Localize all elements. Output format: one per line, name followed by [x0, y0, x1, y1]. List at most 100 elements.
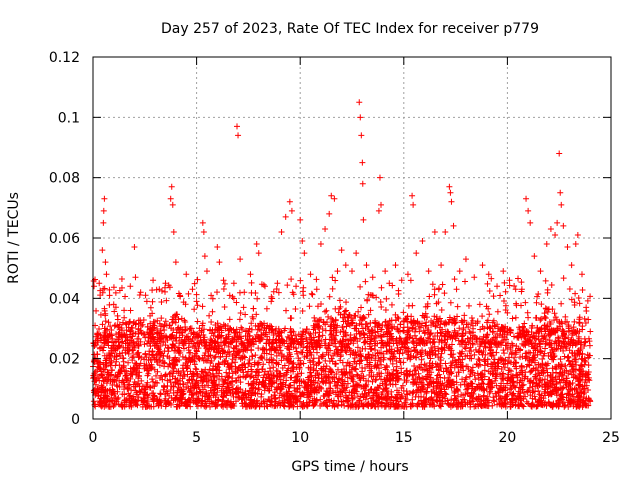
data-point [291, 337, 298, 344]
data-point [118, 284, 125, 291]
data-point [464, 383, 471, 390]
data-point [462, 399, 469, 406]
data-point [326, 293, 333, 300]
data-point [555, 397, 562, 404]
data-point [237, 309, 244, 316]
data-point [488, 353, 495, 360]
data-point [255, 250, 262, 257]
data-point [400, 309, 407, 316]
data-point [585, 387, 592, 394]
data-point [428, 380, 435, 387]
data-point [157, 390, 164, 397]
data-point [397, 346, 404, 353]
data-point [362, 345, 369, 352]
data-point [318, 371, 325, 378]
data-point [520, 381, 527, 388]
data-point [422, 322, 429, 329]
data-point [122, 397, 129, 404]
data-point [258, 335, 265, 342]
data-point [283, 389, 290, 396]
data-point [372, 377, 379, 384]
data-point [110, 301, 117, 308]
data-point [421, 314, 428, 321]
data-point [435, 388, 442, 395]
data-point [368, 373, 375, 380]
data-point [582, 371, 589, 378]
data-point [553, 340, 560, 347]
y-tick-label: 0 [71, 412, 80, 428]
y-tick-label: 0.02 [49, 352, 80, 368]
data-point [101, 352, 108, 359]
data-point [136, 369, 143, 376]
data-point [306, 398, 313, 405]
data-point [287, 401, 294, 408]
data-point [308, 290, 315, 297]
data-point [297, 340, 304, 347]
data-point [451, 392, 458, 399]
data-point [107, 352, 114, 359]
data-point [428, 317, 435, 324]
data-point [469, 340, 476, 347]
data-point [368, 292, 375, 299]
data-point [195, 333, 202, 340]
data-point [567, 400, 574, 407]
data-point [466, 373, 473, 380]
data-point [177, 349, 184, 356]
data-point [467, 334, 474, 341]
data-point [497, 327, 504, 334]
data-point [345, 340, 352, 347]
data-point [427, 374, 434, 381]
data-point [335, 346, 342, 353]
data-point [498, 386, 505, 393]
data-point [210, 346, 217, 353]
data-point [247, 387, 254, 394]
data-point [429, 339, 436, 346]
data-point [569, 327, 576, 334]
data-point [476, 301, 483, 308]
data-point [106, 371, 113, 378]
data-point [565, 353, 572, 360]
data-point [578, 368, 585, 375]
data-point [458, 391, 465, 398]
data-point [158, 323, 165, 330]
data-point [413, 354, 420, 361]
data-point [343, 307, 350, 314]
data-point [370, 389, 377, 396]
data-point [422, 396, 429, 403]
data-point [490, 397, 497, 404]
data-point [94, 388, 101, 395]
data-point [130, 329, 137, 336]
data-point [108, 359, 115, 366]
data-point [106, 334, 113, 341]
data-point [328, 192, 335, 199]
data-point [521, 333, 528, 340]
data-point [307, 388, 314, 395]
data-point [504, 309, 511, 316]
data-point [547, 377, 554, 384]
data-point [547, 372, 554, 379]
data-point [132, 274, 139, 281]
data-point [220, 348, 227, 355]
data-point [434, 333, 441, 340]
data-point [165, 282, 172, 289]
data-point [431, 338, 438, 345]
data-point [464, 321, 471, 328]
data-point [129, 333, 136, 340]
data-point [400, 327, 407, 334]
data-point [265, 381, 272, 388]
data-point [410, 376, 417, 383]
data-point [218, 373, 225, 380]
data-point [518, 334, 525, 341]
data-point [335, 309, 342, 316]
data-point [142, 350, 149, 357]
data-point [334, 393, 341, 400]
data-point [479, 376, 486, 383]
data-point [175, 370, 182, 377]
data-point [379, 340, 386, 347]
data-point [548, 391, 555, 398]
data-point [251, 397, 258, 404]
data-point [362, 321, 369, 328]
data-point [442, 360, 449, 367]
data-point [533, 376, 540, 383]
data-point [359, 390, 366, 397]
